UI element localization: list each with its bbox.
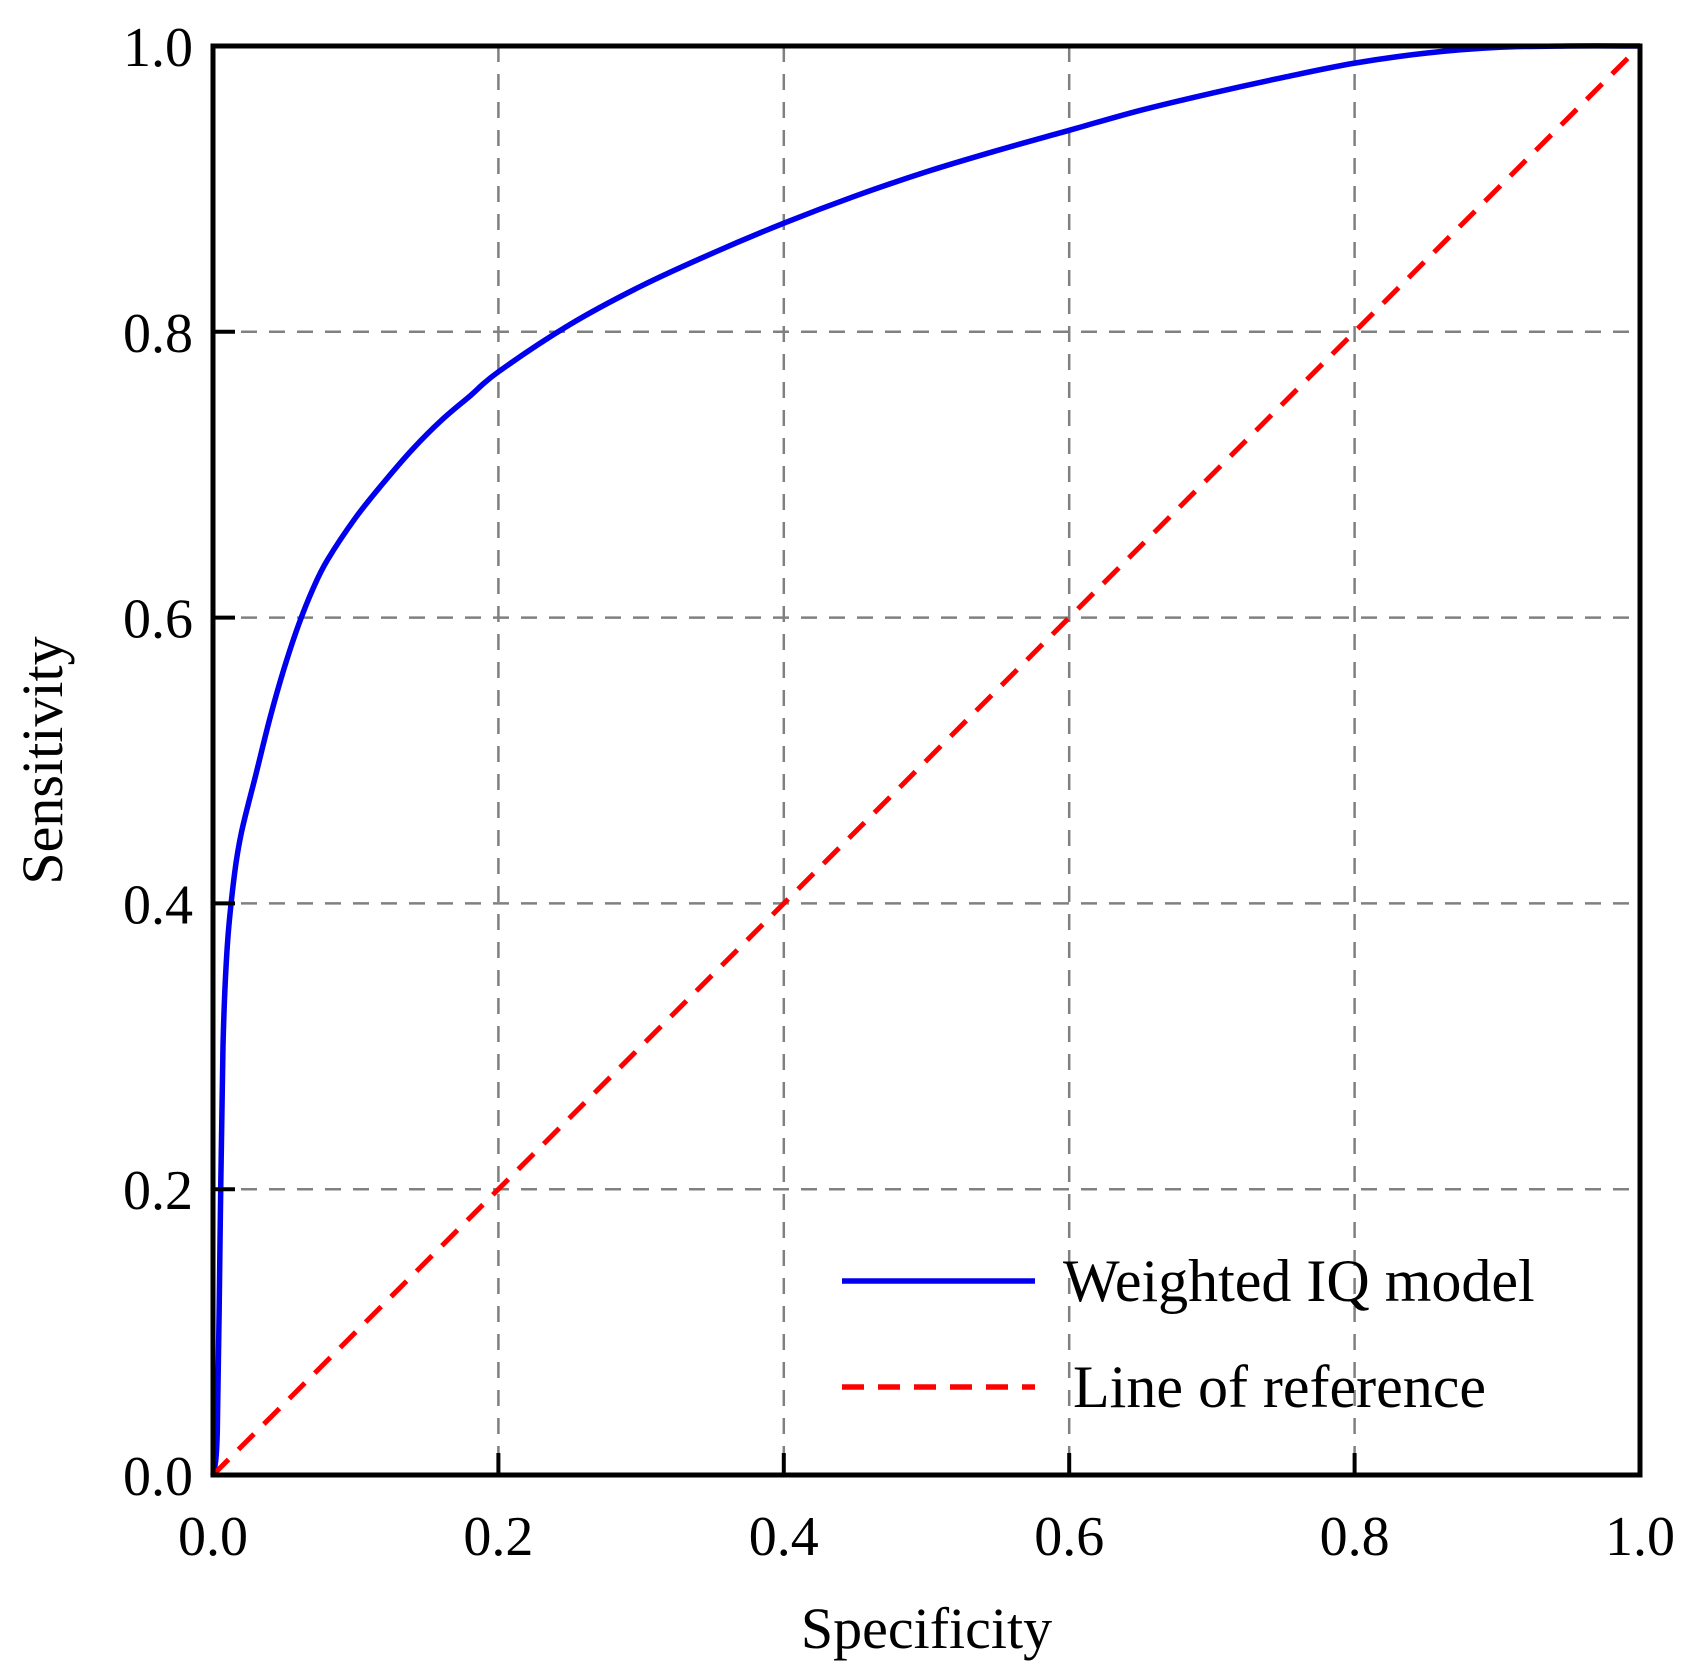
series-line-weighted-iq-model [210, 43, 1641, 1476]
legend: Weighted IQ model Line of reference [842, 1248, 1535, 1420]
y-tick-label-0: 0.0 [123, 1446, 193, 1508]
plot-frame [210, 43, 1643, 1478]
x-tick-label-1: 0.2 [463, 1506, 533, 1568]
y-tick-label-3: 0.6 [123, 589, 193, 651]
y-tick-label-5: 1.0 [123, 17, 193, 79]
x-tick-label-4: 0.8 [1320, 1506, 1390, 1568]
axis-ticks: 0.0 0.2 0.4 0.6 0.8 1.0 0.0 0.2 0.4 0.6 0.8 1.0 [123, 17, 1675, 1568]
y-axis-title: Sensitivity [10, 636, 75, 884]
grid-lines [213, 46, 1640, 1475]
y-tick-label-1: 0.2 [123, 1160, 193, 1222]
y-tick-label-4: 0.8 [123, 303, 193, 365]
x-axis-title: Specificity [801, 1596, 1052, 1661]
x-tick-label-2: 0.4 [749, 1506, 819, 1568]
legend-label-weighted-iq-model: Weighted IQ model [1063, 1248, 1535, 1314]
series-line-line-of-reference [211, 44, 1642, 1477]
x-tick-label-3: 0.6 [1034, 1506, 1104, 1568]
x-tick-label-0: 0.0 [178, 1506, 248, 1568]
y-tick-label-2: 0.4 [123, 874, 193, 936]
legend-label-line-of-reference: Line of reference [1073, 1354, 1486, 1420]
x-tick-label-5: 1.0 [1605, 1506, 1675, 1568]
plot-series [210, 43, 1642, 1477]
